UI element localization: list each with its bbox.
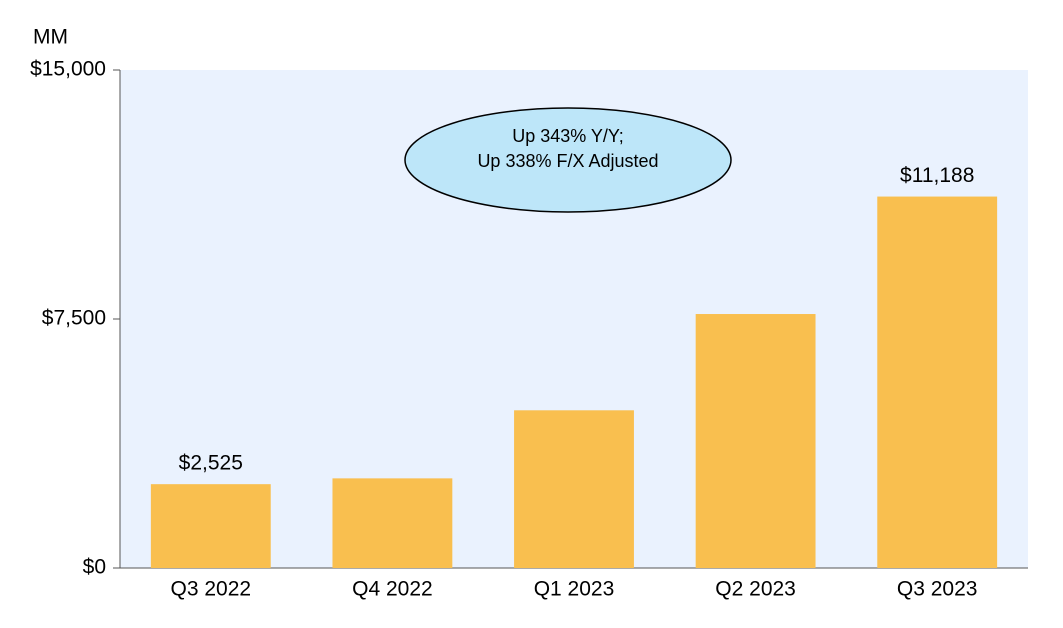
annotation: Up 343% Y/Y; — [512, 126, 624, 146]
bar — [695, 314, 816, 568]
data-label: $11,188 — [900, 164, 974, 187]
x-tick-label: Q2 2023 — [715, 578, 796, 601]
x-tick-label: Q4 2022 — [352, 578, 433, 601]
x-tick-label: Q3 2022 — [171, 578, 252, 601]
bar — [514, 410, 634, 568]
x-tick-label: Q1 2023 — [534, 578, 615, 601]
y-tick-label: $7,500 — [42, 307, 106, 330]
bar — [150, 484, 271, 568]
y-tick-label: $15,000 — [30, 58, 106, 81]
y-axis-label: MM — [33, 26, 68, 49]
annotation-bubble — [404, 107, 732, 213]
bar — [877, 196, 998, 568]
annotation: Up 338% F/X Adjusted — [477, 151, 658, 171]
data-label: $2,525 — [179, 452, 243, 475]
x-tick-label: Q3 2023 — [897, 578, 978, 601]
bar — [332, 478, 453, 568]
y-tick-label: $0 — [83, 556, 106, 579]
